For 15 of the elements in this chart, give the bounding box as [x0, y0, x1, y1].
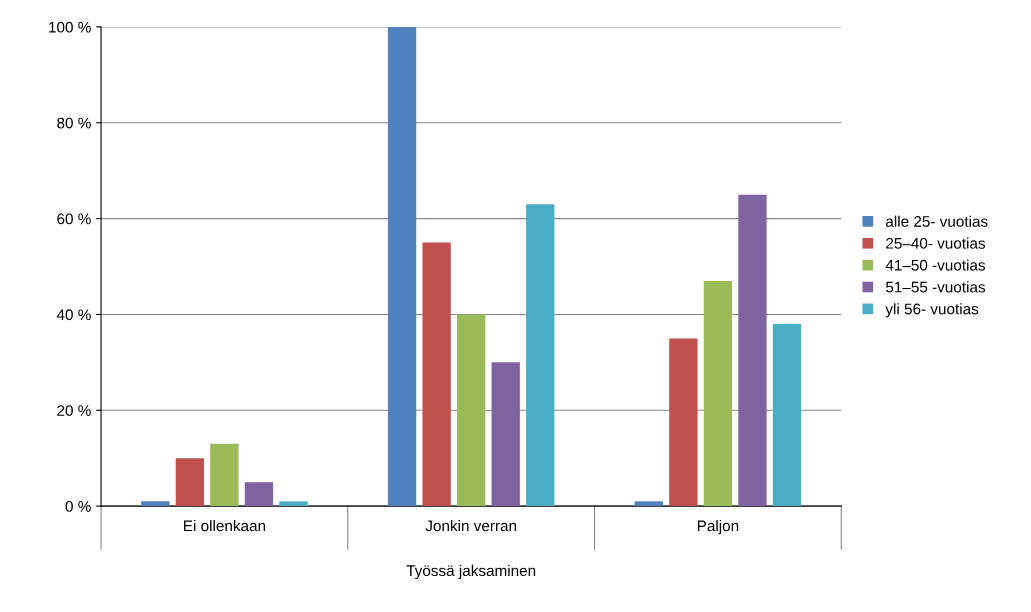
y-tick-label: 20 % — [57, 405, 91, 416]
legend-label: 25–40- vuotias — [886, 237, 986, 249]
legend-label: alle 25- vuotias — [886, 215, 988, 227]
x-axis-title: Työssä jaksaminen — [406, 564, 536, 580]
y-tick-label: 60 % — [57, 213, 91, 225]
x-tick-label: Jonkin verran — [425, 520, 517, 532]
legend-label: 41–50 -vuotias — [885, 259, 986, 271]
y-tick-label: 80 % — [57, 117, 91, 129]
y-tick-label: 40 % — [56, 309, 91, 321]
legend-label: 51–55 -vuotias — [885, 281, 986, 293]
x-tick-label: Paljon — [697, 520, 739, 535]
y-tick-label: 0 % — [65, 500, 91, 512]
y-tick-label: 100 % — [49, 21, 91, 33]
x-tick-label: Ei ollenkaan — [184, 520, 266, 532]
legend-label: yli 56- vuotias — [885, 303, 979, 318]
